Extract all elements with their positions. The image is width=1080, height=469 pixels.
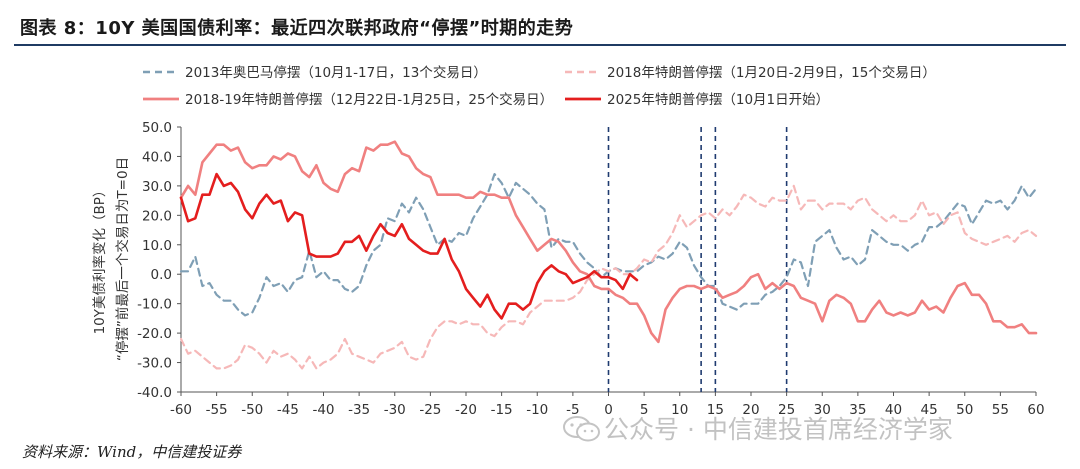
y-axis-label-line: “停摆”前最后一个交易日为T=0日 [114, 157, 131, 361]
x-tick-label: -5 [566, 402, 579, 418]
y-tick-label: 20.0 [142, 208, 172, 224]
series-line [179, 184, 1038, 370]
x-tick-label: -55 [206, 402, 228, 418]
y-axis-label-line: 10Y美债利率变化（BP） [91, 184, 108, 335]
source-note: 资料来源：Wind，中信建投证券 [22, 443, 242, 461]
chart-legend: 2013年奥巴马停摆（10月1-17日，13个交易日） 2018年特朗普停摆（1月… [143, 64, 936, 108]
x-tick-label: 60 [1027, 402, 1044, 418]
x-tick-label: -15 [491, 402, 513, 418]
legend-item: 2018年特朗普停摆（1月20日-2月9日，15个交易日） [565, 64, 936, 81]
x-tick-label: -30 [384, 402, 406, 418]
legend-item: 2013年奥巴马停摆（10月1-17日，13个交易日） [143, 64, 487, 81]
y-tick-label: -20.0 [137, 326, 172, 342]
x-tick-label: 40 [885, 402, 902, 418]
legend-label: 2018-19年特朗普停摆（12月22日-1月25日，25个交易日） [185, 91, 553, 108]
x-tick-label: 35 [849, 402, 866, 418]
x-tick-label: 5 [640, 402, 649, 418]
x-tick-label: -40 [312, 402, 334, 418]
y-tick-label: 30.0 [142, 179, 172, 195]
series-line [179, 140, 1038, 344]
x-tick-label: 15 [707, 402, 724, 418]
x-tick-label: -20 [455, 402, 477, 418]
y-tick-label: -40.0 [137, 385, 172, 401]
wechat-icon [563, 416, 600, 442]
x-tick-label: -35 [348, 402, 370, 418]
legend-item: 2018-19年特朗普停摆（12月22日-1月25日，25个交易日） [143, 91, 553, 108]
y-tick-label: 10.0 [142, 238, 172, 254]
x-tick-label: 20 [742, 402, 759, 418]
y-tick-label: 0.0 [151, 267, 172, 283]
y-tick-label: -10.0 [137, 297, 172, 313]
x-tick-label: -50 [241, 402, 263, 418]
chart-series [179, 140, 1038, 370]
chart-vlines [607, 127, 788, 392]
series-line [179, 172, 639, 320]
legend-label: 2013年奥巴马停摆（10月1-17日，13个交易日） [185, 64, 487, 81]
watermark: 公众号 · 中信建投首席经济学家 [604, 415, 953, 444]
legend-item: 2025年特朗普停摆（10月1日开始） [565, 91, 829, 108]
page-title: 图表 8：10Y 美国国债利率：最近四次联邦政府“停摆”时期的走势 [20, 18, 574, 39]
x-tick-label: 10 [671, 402, 688, 418]
legend-label: 2025年特朗普停摆（10月1日开始） [607, 91, 829, 108]
title-divider [14, 44, 1066, 46]
y-tick-label: 40.0 [142, 149, 172, 165]
x-tick-label: 0 [604, 402, 613, 418]
x-tick-label: 25 [778, 402, 795, 418]
x-tick-label: 50 [956, 402, 973, 418]
x-tick-label: 55 [992, 402, 1009, 418]
x-tick-label: -60 [170, 402, 192, 418]
y-axis-label: 10Y美债利率变化（BP） “停摆”前最后一个交易日为T=0日 [91, 157, 131, 361]
x-tick-label: 30 [814, 402, 831, 418]
y-tick-label: 50.0 [142, 120, 172, 136]
legend-label: 2018年特朗普停摆（1月20日-2月9日，15个交易日） [607, 64, 936, 81]
x-tick-label: -25 [419, 402, 441, 418]
y-tick-label: -30.0 [137, 356, 172, 372]
chart-axes: -40.0 -30.0 -20.0 -10.0 0.0 10.0 20.0 30.0 40.0 5… [137, 120, 1045, 418]
x-tick-label: 45 [921, 402, 938, 418]
x-tick-label: -45 [277, 402, 299, 418]
x-tick-label: -10 [526, 402, 548, 418]
